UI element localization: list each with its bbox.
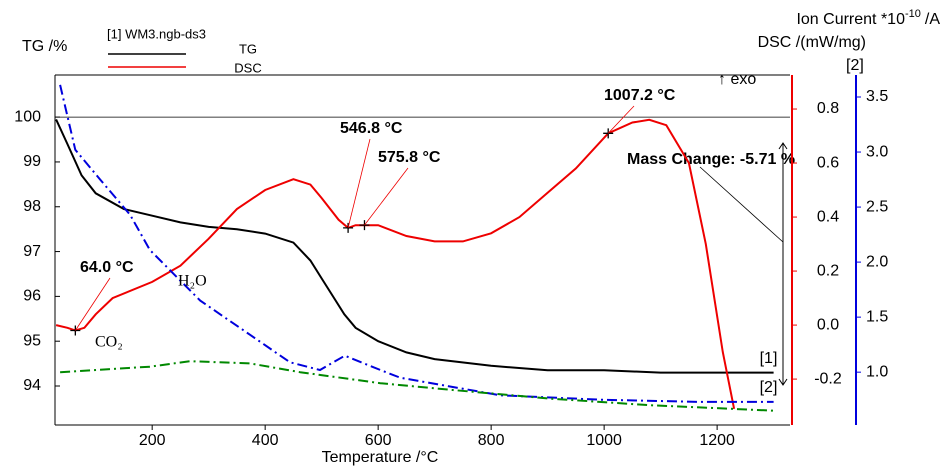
x-tick-label: 400 <box>252 432 279 449</box>
series-line <box>59 84 774 403</box>
y-tick-label: 95 <box>23 332 41 349</box>
annotation-leader <box>75 277 111 331</box>
legend-label: DSC <box>234 60 261 75</box>
y3-tick-label: 2.0 <box>866 253 888 270</box>
y3-title-unit: /A <box>925 11 940 28</box>
x-tick-label: 1200 <box>699 432 735 449</box>
x-tick-label: 800 <box>478 432 505 449</box>
y-tick-label: 100 <box>14 108 41 125</box>
legend-label: TG <box>239 41 257 56</box>
y-tick-label: 98 <box>23 198 41 215</box>
curve-tag: [1] <box>760 350 778 367</box>
y2-axis-title: DSC /(mW/mg) <box>758 34 866 51</box>
y3-tag: [2] <box>846 57 864 74</box>
legend-title: [1] WM3.ngb-ds3 <box>107 26 206 41</box>
y2-tick-label: 0.6 <box>817 154 839 171</box>
y3-title-base: Ion Current *10 <box>796 11 905 28</box>
y3-axis-title: Ion Current *10-10/A <box>796 8 940 28</box>
y-tick-label: 97 <box>23 243 41 260</box>
mass-change-label: Mass Change: -5.71 % <box>627 151 795 168</box>
y2-tick-label: 0.8 <box>817 100 839 117</box>
y-tick-label: 99 <box>23 153 41 170</box>
y-tick-label: 96 <box>23 288 41 305</box>
y2-tick-label: 0.2 <box>817 262 839 279</box>
mass-change-arrow-heads <box>778 142 788 386</box>
mass-change-leader <box>699 166 784 243</box>
annotation-leader <box>347 138 371 228</box>
x-tick-label: 600 <box>365 432 392 449</box>
y3-title-sup: -10 <box>905 8 921 20</box>
curve-tag: [2] <box>760 379 778 396</box>
y3-tick-label: 3.0 <box>866 143 888 160</box>
annotation-label: 64.0 °C <box>80 259 134 276</box>
y3-tick-label: 2.5 <box>866 198 888 215</box>
y2-tick-label: 0.0 <box>817 316 839 333</box>
y-tick-label: 94 <box>23 377 41 394</box>
x-tick-label: 1000 <box>586 432 622 449</box>
x-tick-label: 200 <box>139 432 166 449</box>
series-line <box>60 360 774 412</box>
y2-tick-label: -0.2 <box>814 370 842 387</box>
y2-tick-label: 0.4 <box>817 208 839 225</box>
x-axis-title: Temperature /°C <box>322 449 439 466</box>
annotation-leader <box>364 167 409 226</box>
annotation-label: 546.8 °C <box>340 120 403 137</box>
exo-label: ↑ exo <box>718 71 756 88</box>
annotation-leader <box>607 105 635 134</box>
y3-tick-label: 1.5 <box>866 308 888 325</box>
series-label: H₂O <box>178 273 207 290</box>
annotation-label: 1007.2 °C <box>604 87 676 104</box>
y-axis-title: TG /% <box>22 38 67 55</box>
y3-tick-label: 3.5 <box>866 88 888 105</box>
y3-tick-label: 1.0 <box>866 363 888 380</box>
peak-marker <box>343 222 354 233</box>
series-label: CO₂ <box>95 334 123 351</box>
annotation-label: 575.8 °C <box>378 149 441 166</box>
